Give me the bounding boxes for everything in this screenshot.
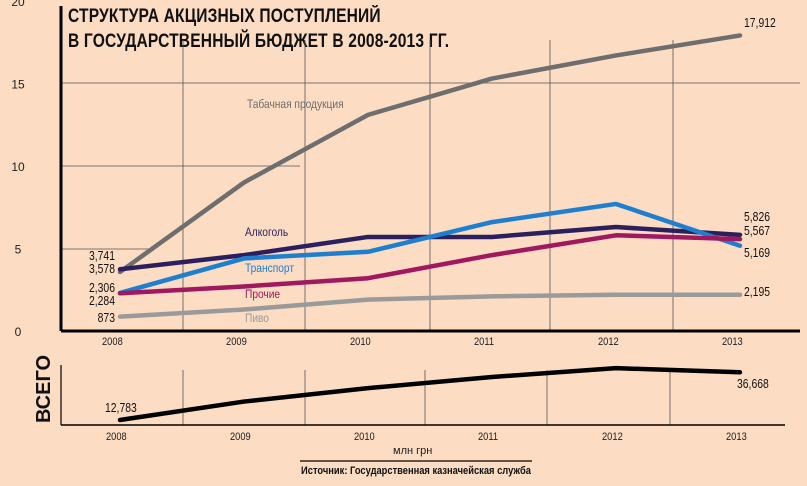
total-x-tick-label: 2013	[726, 431, 747, 443]
end-value-label: 5,567	[744, 224, 770, 238]
series-name-label: Транспорт	[245, 262, 294, 275]
x-tick-label: 2008	[102, 336, 123, 348]
y-tick-label: 10	[11, 160, 25, 174]
y-tick-label: 15	[11, 78, 25, 92]
x-tick-label: 2013	[722, 336, 743, 348]
series-name-label: Табачная продукция	[247, 98, 344, 111]
series-name-label: Пиво	[245, 312, 269, 325]
total-start-label: 12,783	[105, 401, 137, 415]
total-end-label: 36,668	[737, 377, 769, 391]
y-tick-label: 0	[15, 325, 22, 339]
start-value-label: 3,578	[89, 262, 115, 276]
total-axis-label: ВСЕГО	[33, 355, 55, 423]
end-value-label: 17,912	[744, 16, 776, 30]
end-value-label: 5,826	[744, 210, 770, 224]
total-line	[117, 365, 743, 423]
total-x-tick-label: 2010	[354, 431, 375, 443]
total-x-tick-label: 2012	[602, 431, 623, 443]
x-tick-label: 2012	[598, 336, 619, 348]
x-tick-label: 2010	[350, 336, 371, 348]
title-line-1: СТРУКТУРА АКЦИЗНЫХ ПОСТУПЛЕНИЙ	[68, 6, 381, 27]
series-name-label: Прочие	[245, 288, 280, 301]
series-line-5	[117, 292, 743, 319]
title-line-2: В ГОСУДАРСТВЕННЫЙ БЮДЖЕТ В 2008-2013 ГГ.	[68, 31, 450, 52]
total-x-tick-label: 2011	[478, 431, 498, 443]
start-value-label: 3,741	[89, 249, 115, 263]
x-tick-label: 2009	[226, 336, 247, 348]
source-label: Источник: Государственная казначейская с…	[301, 464, 531, 477]
start-value-label: 873	[98, 311, 116, 325]
total-x-tick-label: 2009	[230, 431, 251, 443]
end-value-label: 2,195	[744, 285, 770, 299]
y-tick-label: 20	[11, 0, 25, 9]
series-name-label: Алкоголь	[245, 226, 288, 239]
series-line-1	[117, 33, 743, 275]
y-tick-label: 5	[15, 243, 22, 257]
unit-label: млн грн	[393, 445, 432, 457]
start-value-label: 2,284	[89, 294, 115, 308]
series-line-3	[117, 201, 743, 296]
series-line-4	[117, 233, 743, 296]
x-tick-label: 2011	[474, 336, 494, 348]
end-value-label: 5,169	[744, 246, 770, 260]
total-x-tick-label: 2008	[106, 431, 127, 443]
start-value-label: 2,306	[89, 281, 115, 295]
chart-title: СТРУКТУРА АКЦИЗНЫХ ПОСТУПЛЕНИЙ В ГОСУДАР…	[68, 4, 449, 54]
